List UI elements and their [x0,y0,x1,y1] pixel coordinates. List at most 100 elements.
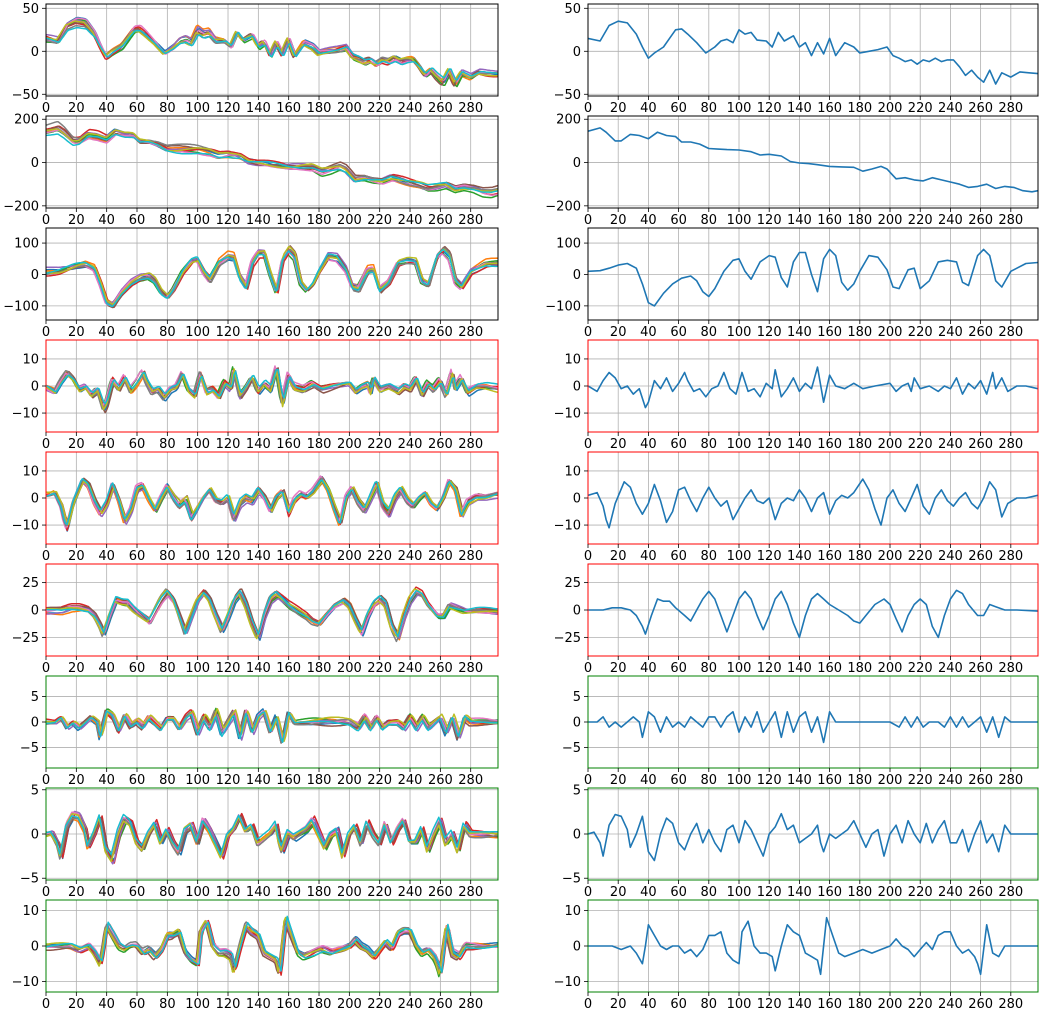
y-tick-label: 0 [31,492,39,507]
x-tick-label: 160 [276,101,301,116]
x-tick-label: 160 [817,549,842,564]
y-tick-label: −10 [554,519,581,534]
x-tick-label: 200 [337,213,362,228]
y-tick-label: 5 [573,690,581,705]
x-tick-label: 180 [847,997,872,1010]
x-tick-label: 140 [787,997,812,1010]
x-tick-label: 200 [337,437,362,452]
x-tick-label: 240 [938,325,963,340]
x-tick-label: 80 [159,885,176,900]
y-tick-label: −10 [12,407,39,422]
x-tick-label: 220 [908,549,933,564]
x-tick-label: 60 [670,885,687,900]
x-tick-label: 100 [727,437,752,452]
y-tick-label: 10 [564,464,581,479]
x-tick-label: 240 [938,661,963,676]
series-line-10 [46,478,498,525]
mean-series-line [588,248,1038,307]
x-tick-label: 260 [968,437,993,452]
x-tick-label: 0 [584,213,592,228]
x-tick-label: 180 [307,325,332,340]
x-tick-label: 240 [938,549,963,564]
panel-r2-mean: 0 20 40 60 80 100 120 140 160 180 200 220 240 260 280 −… [545,113,1039,228]
x-tick-label: 160 [276,437,301,452]
x-tick-label: 120 [757,997,782,1010]
x-tick-label: 200 [878,997,903,1010]
x-tick-label: 140 [787,437,812,452]
y-tick-label: 200 [556,113,581,128]
x-tick-label: 60 [670,101,687,116]
x-tick-label: 40 [640,773,657,788]
x-tick-label: 180 [307,885,332,900]
panel-frame [45,3,499,97]
series-line-10 [46,915,498,973]
y-tick-label: 50 [564,2,581,17]
series-line-9 [46,813,498,863]
x-tick-label: 260 [428,325,453,340]
x-tick-label: 20 [610,997,627,1010]
panel-r6-mean: 0 20 40 60 80 100 120 140 160 180 200 220 240 260 280 −… [554,563,1039,676]
series-line-2 [46,128,498,192]
x-tick-label: 200 [878,101,903,116]
x-tick-label: 60 [129,661,146,676]
x-tick-label: 220 [367,213,392,228]
x-tick-label: 280 [998,661,1023,676]
x-tick-label: 40 [98,885,115,900]
x-tick-label: 60 [670,549,687,564]
panel-r2-overlay: 0 20 40 60 80 100 120 140 160 180 200 220 240 260 280 −… [3,113,499,228]
x-tick-label: 40 [640,325,657,340]
x-tick-label: 0 [584,997,592,1010]
x-tick-label: 280 [458,325,483,340]
x-tick-label: 240 [938,997,963,1010]
x-tick-label: 240 [398,325,423,340]
y-tick-label: −100 [545,299,581,314]
x-tick-label: 100 [727,773,752,788]
x-tick-label: 0 [42,101,50,116]
x-tick-label: 180 [847,773,872,788]
x-tick-label: 160 [817,437,842,452]
x-tick-label: 20 [68,773,85,788]
x-tick-label: 20 [68,325,85,340]
x-tick-label: 220 [367,549,392,564]
x-tick-label: 200 [878,437,903,452]
x-tick-label: 260 [968,213,993,228]
x-tick-label: 120 [757,325,782,340]
x-tick-label: 160 [817,773,842,788]
x-tick-label: 60 [670,213,687,228]
x-tick-label: 0 [42,213,50,228]
x-tick-label: 280 [998,997,1023,1010]
x-tick-label: 20 [610,213,627,228]
x-tick-label: 100 [185,213,210,228]
series-line-7 [46,591,498,639]
series-line-9 [46,479,498,526]
y-tick-label: −100 [3,299,39,314]
x-tick-label: 60 [670,997,687,1010]
x-tick-label: 180 [307,549,332,564]
x-tick-label: 40 [640,997,657,1010]
y-tick-label: −5 [562,872,581,887]
x-tick-label: 140 [787,885,812,900]
x-tick-label: 80 [701,661,718,676]
panel-r5-mean: 0 20 40 60 80 100 120 140 160 180 200 220 240 260 280−… [554,451,1039,564]
x-tick-label: 0 [584,437,592,452]
y-tick-label: −10 [554,407,581,422]
x-tick-label: 140 [787,773,812,788]
x-tick-label: 260 [968,997,993,1010]
x-tick-label: 80 [159,325,176,340]
x-tick-label: 60 [670,437,687,452]
x-tick-label: 120 [216,997,241,1010]
y-tick-label: −5 [20,872,39,887]
x-tick-label: 0 [42,325,50,340]
x-tick-label: 140 [246,213,271,228]
x-tick-label: 220 [367,773,392,788]
y-tick-label: 0 [573,492,581,507]
x-tick-label: 260 [428,661,453,676]
series-line-5 [46,921,498,972]
x-tick-label: 280 [458,213,483,228]
y-tick-label: 0 [31,380,39,395]
y-tick-label: 0 [31,604,39,619]
x-tick-label: 60 [129,549,146,564]
x-tick-label: 280 [458,997,483,1010]
x-tick-label: 80 [701,437,718,452]
x-tick-label: 220 [908,885,933,900]
